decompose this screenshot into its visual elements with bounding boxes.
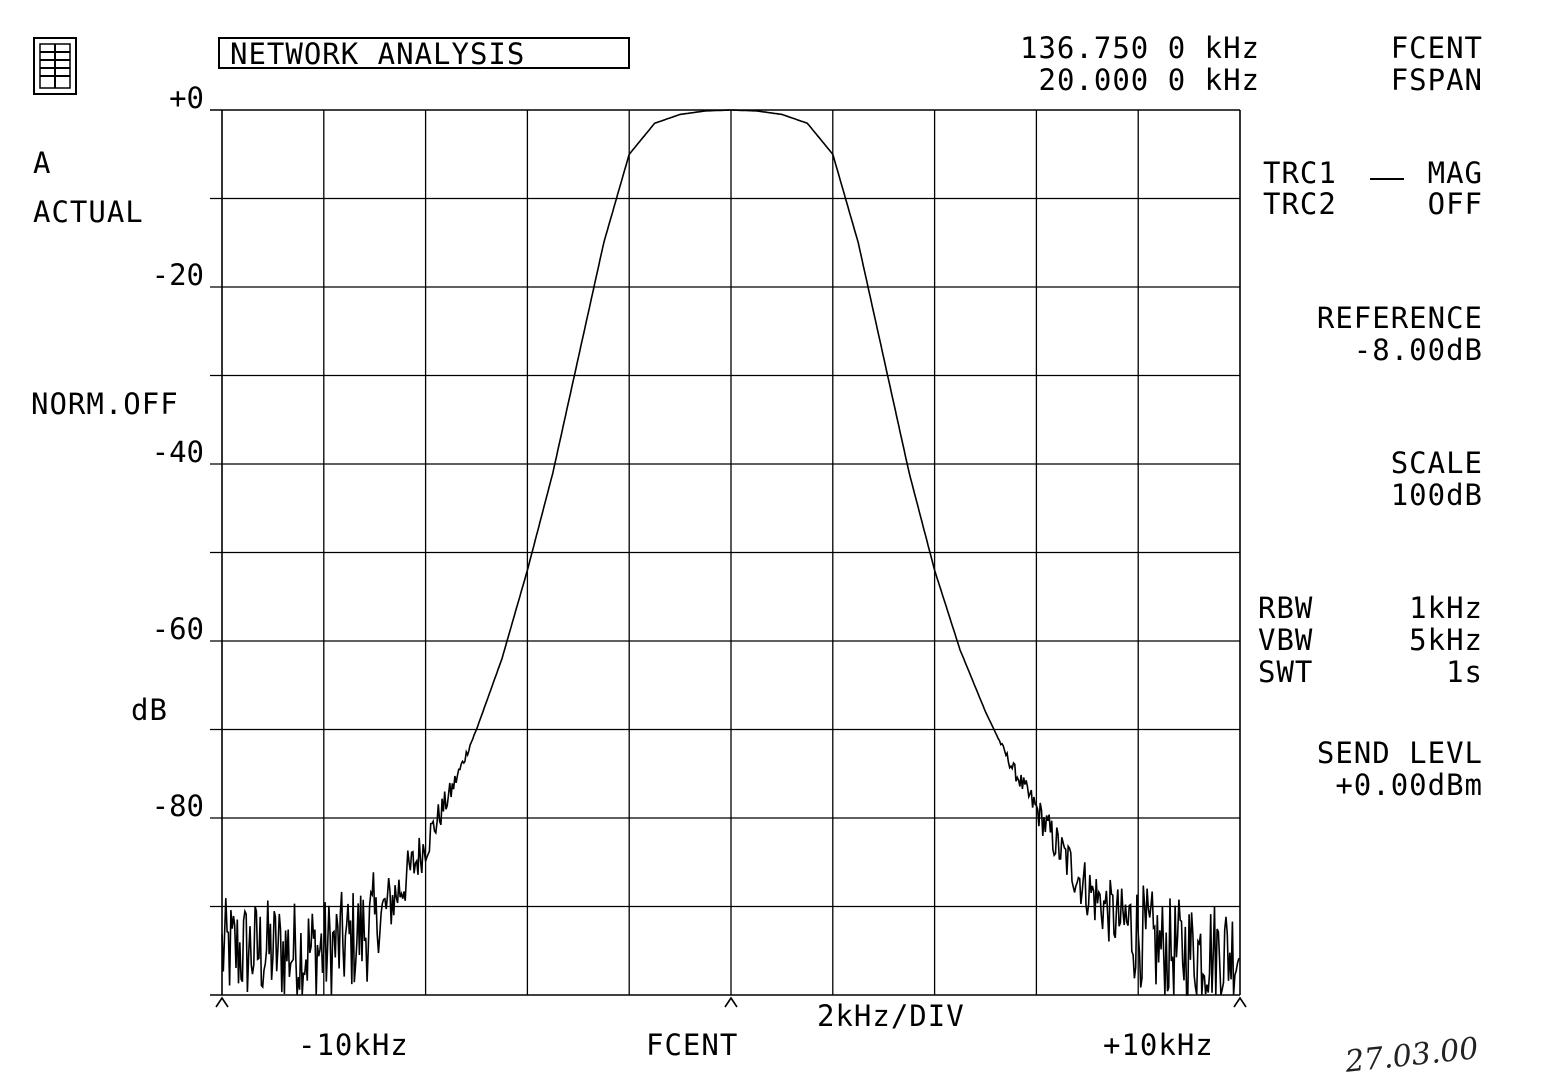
swt-value: 1s: [1446, 655, 1483, 689]
x-div-label: 2kHz/DIV: [817, 999, 965, 1033]
y-tick-label: -60: [152, 612, 204, 646]
scale-label: SCALE: [1390, 446, 1483, 480]
x-right-label: +10kHz: [1103, 1028, 1214, 1062]
norm-label: NORM.OFF: [31, 387, 179, 421]
rbw-value: 1kHz: [1409, 591, 1483, 625]
send-level-value: +0.00dBm: [1335, 768, 1483, 802]
x-caret-marker: [724, 996, 738, 1008]
y-tick-label: +0: [169, 81, 204, 115]
fcent-label: FCENT: [1390, 31, 1483, 65]
y-tick-label: -20: [152, 258, 204, 292]
scale-value: 100dB: [1390, 478, 1483, 512]
trace-1: [221, 109, 1241, 996]
trc1-line: [1370, 178, 1404, 180]
channel-label: A: [33, 146, 52, 180]
x-caret-marker: [215, 996, 229, 1008]
swt-label: SWT: [1258, 655, 1314, 689]
trc1-value: MAG: [1427, 156, 1483, 190]
trc2-value: OFF: [1427, 187, 1483, 221]
fspan-value: 20.000 0 kHz: [1038, 63, 1260, 97]
title-box: NETWORK ANALYSIS: [218, 37, 630, 69]
vbw-value: 5kHz: [1409, 623, 1483, 657]
reference-value: -8.00dB: [1353, 333, 1483, 367]
x-center-label: FCENT: [646, 1028, 739, 1062]
x-left-label: -10kHz: [298, 1028, 409, 1062]
vbw-label: VBW: [1258, 623, 1314, 657]
instrument-logo: [32, 36, 78, 96]
x-markers: [215, 996, 1247, 1008]
trc2-label: TRC2: [1263, 187, 1337, 221]
x-caret-marker: [1233, 996, 1247, 1008]
reference-label: REFERENCE: [1316, 301, 1483, 335]
send-level-label: SEND LEVL: [1316, 736, 1483, 770]
fcent-value: 136.750 0 kHz: [1020, 31, 1260, 65]
plot-grid: [210, 109, 1241, 996]
rbw-label: RBW: [1258, 591, 1314, 625]
unit-label: dB: [131, 693, 168, 727]
y-tick-label: -40: [152, 435, 204, 469]
fspan-label: FSPAN: [1390, 63, 1483, 97]
mode-label: ACTUAL: [33, 195, 144, 229]
trc1-label: TRC1: [1263, 156, 1337, 190]
page-title: NETWORK ANALYSIS: [230, 37, 526, 71]
y-tick-label: -80: [152, 789, 204, 823]
y-tick-labels: +0 -20 -40 -60 -80: [152, 81, 204, 823]
